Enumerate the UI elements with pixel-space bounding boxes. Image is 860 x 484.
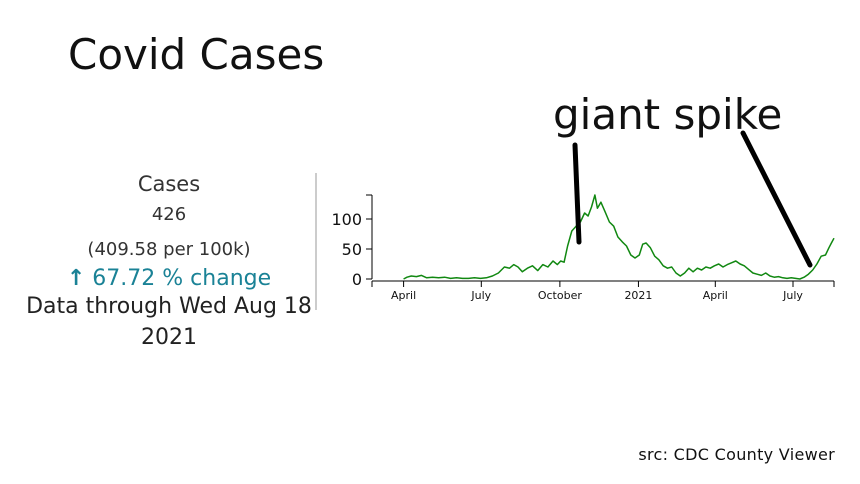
x-tick-label: April [391,289,416,302]
change-indicator: ↑ 67.72 % change [20,266,318,291]
panel-divider [315,173,317,310]
metric-label: Cases [137,172,201,196]
change-value: 67.72 % change [92,266,272,291]
annotation-arrow-july [740,130,813,268]
x-tick-label: October [538,289,582,302]
x-tick-label: July [782,289,803,302]
cases-series-line [403,194,835,280]
x-tick-label: 2021 [624,289,652,302]
y-tick-label: 0 [352,270,362,289]
arrow-up-icon: ↑ [66,266,86,291]
case-rate: (409.58 per 100k) [87,239,251,260]
x-tick-label: April [703,289,728,302]
y-tick-label: 100 [331,210,362,229]
data-through-date: Data through Wed Aug 18 2021 [26,294,312,350]
chart-axes: 0 50 100 April July October 2021 April July [331,194,835,302]
annotation-arrow-october [572,142,582,245]
chart-marks [403,194,835,280]
page-title: Covid Cases [68,30,325,79]
case-count: 426 [151,204,187,225]
source-credit: src: CDC County Viewer [638,445,835,464]
annotation-arrows [572,130,813,268]
y-tick-label: 50 [342,240,362,259]
x-tick-label: July [470,289,491,302]
summary-panel: Cases 426 (409.58 per 100k) ↑ 67.72 % ch… [20,172,318,353]
